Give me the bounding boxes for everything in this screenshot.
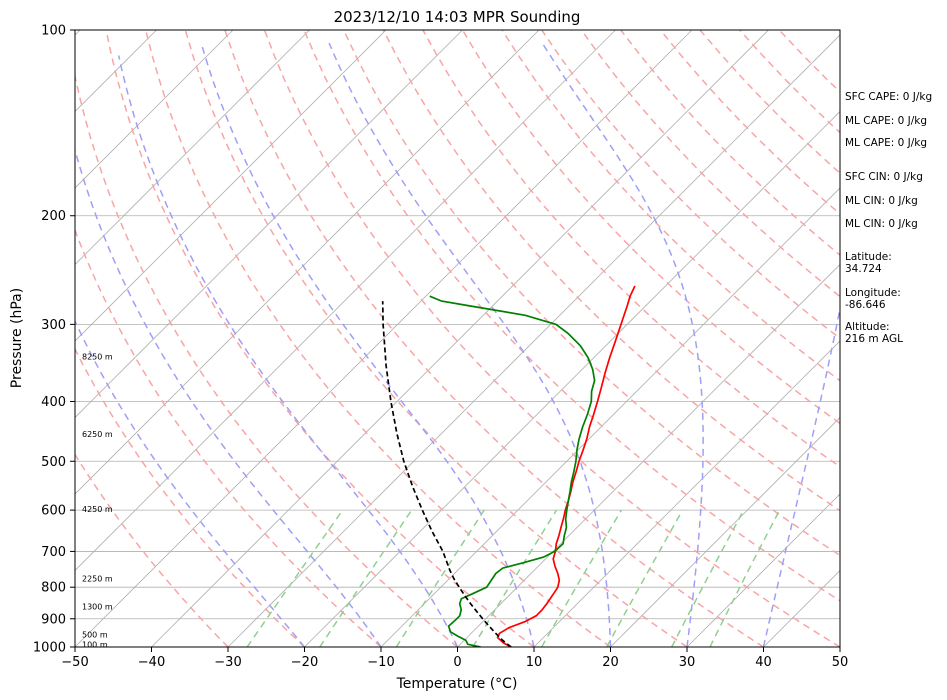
altitude-value: 216 m AGL (845, 333, 903, 345)
mixing-ratio-line (472, 509, 558, 647)
x-tick-label: −10 (367, 655, 394, 670)
mixing-ratio-line (541, 509, 623, 647)
x-tick-label: 30 (679, 655, 696, 670)
y-tick-label: 100 (41, 24, 66, 39)
isotherm-line (75, 30, 616, 572)
y-tick-label: 500 (41, 455, 66, 470)
dewpoint-line (429, 295, 596, 647)
isotherm-line (75, 30, 387, 342)
axis-ticks: −50 −40 −30 −20 −10 0 10 20 30 40 50 1000 900 800 700 6… (33, 24, 848, 671)
x-tick-label: 20 (602, 655, 619, 670)
dry-adiabat-line (224, 30, 764, 647)
dry-adiabat-line (75, 72, 458, 647)
isotherm-line (75, 30, 540, 495)
plot-frame (74, 29, 841, 648)
height-label: 4250 m (82, 505, 113, 514)
y-tick-label: 1000 (33, 641, 66, 656)
temperature-line (496, 285, 636, 647)
height-label: 100 m (82, 640, 108, 649)
ml-cape-text-2: ML CAPE: 0 J/kg (845, 137, 928, 149)
x-tick-label: −40 (138, 655, 165, 670)
isotherm-line (686, 493, 840, 647)
isotherm-line (75, 30, 234, 189)
dry-adiabat-line (184, 30, 688, 647)
x-tick-label: 40 (755, 655, 772, 670)
latitude-label: Latitude: (845, 251, 892, 263)
height-label: 2250 m (82, 575, 113, 584)
parcel_profile-line (381, 301, 512, 647)
y-tick-label: 300 (41, 318, 66, 333)
longitude-label: Longitude: (845, 287, 901, 299)
isotherm-line (151, 30, 769, 647)
moist-adiabat-line (200, 42, 535, 647)
isotherm-line (75, 30, 693, 647)
dry-adiabat-line (144, 30, 611, 647)
latitude-value: 34.724 (845, 263, 882, 275)
altitude-label: Altitude: (845, 321, 890, 333)
y-tick-label: 400 (41, 395, 66, 410)
y-tick-label: 600 (41, 504, 66, 519)
moist-adiabat-line (328, 42, 612, 647)
isotherm-line (533, 340, 840, 647)
sfc-cin-text: SFC CIN: 0 J/kg (845, 171, 923, 183)
dry-adiabat-line (75, 452, 229, 647)
isotherm-line (75, 30, 463, 419)
dry-adiabat-line (461, 30, 840, 425)
longitude-value: -86.646 (845, 299, 886, 311)
sfc-cape-text: SFC CAPE: 0 J/kg (845, 91, 933, 103)
dry-adiabat-line (75, 347, 306, 647)
dry-adiabat-line (105, 30, 535, 647)
x-axis-label: Temperature (°C) (396, 676, 518, 692)
moist-adiabat-line (75, 147, 382, 647)
dry-adiabat-line (501, 30, 840, 382)
isotherm-line (75, 30, 310, 266)
height-label: 6250 m (82, 430, 113, 439)
x-tick-label: −30 (214, 655, 241, 670)
dry-adiabat-line (263, 30, 840, 647)
moist-adiabat-line (117, 55, 459, 647)
x-tick-label: −50 (61, 655, 88, 670)
height-label: 8250 m (82, 352, 113, 361)
y-tick-label: 800 (41, 581, 66, 596)
y-tick-label: 900 (41, 612, 66, 627)
isotherm-line (0, 30, 4, 647)
mixing-ratio-line (671, 509, 745, 647)
dry-adiabat-line (75, 228, 382, 647)
ml-cin-text: ML CIN: 0 J/kg (845, 195, 918, 207)
mixing-ratio-line (606, 509, 684, 647)
mixing-ratio-line (395, 509, 485, 647)
isotherm-line (304, 110, 840, 647)
sounding-series (381, 285, 636, 647)
x-tick-label: 10 (526, 655, 543, 670)
dry-adiabat-line (382, 30, 840, 512)
y-tick-label: 200 (41, 209, 66, 224)
isotherm-line (457, 263, 840, 647)
moist-adiabat-line (75, 319, 306, 647)
height-label: 500 m (82, 631, 108, 640)
x-tick-label: −20 (291, 655, 318, 670)
height-label: 1300 m (82, 603, 113, 612)
mixing-ratio-line (709, 509, 781, 647)
isotherm-line (610, 416, 840, 647)
y-axis-label: Pressure (hPa) (9, 288, 25, 388)
dry-adiabat-line (343, 30, 840, 557)
background-lines (0, 30, 840, 647)
isotherm-line (227, 34, 840, 647)
y-tick-label: 700 (41, 545, 66, 560)
x-tick-label: 50 (832, 655, 849, 670)
dry-adiabat-line (303, 30, 840, 602)
moist-adiabat-line (541, 42, 704, 647)
ml-cape-text: ML CAPE: 0 J/kg (845, 115, 928, 127)
chart-title: 2023/12/10 14:03 MPR Sounding (334, 8, 581, 26)
ml-cin-text-2: ML CIN: 0 J/kg (845, 218, 918, 230)
mixing-ratio-line (246, 509, 344, 647)
x-tick-label: 0 (453, 655, 461, 670)
isotherm-line (380, 187, 840, 647)
